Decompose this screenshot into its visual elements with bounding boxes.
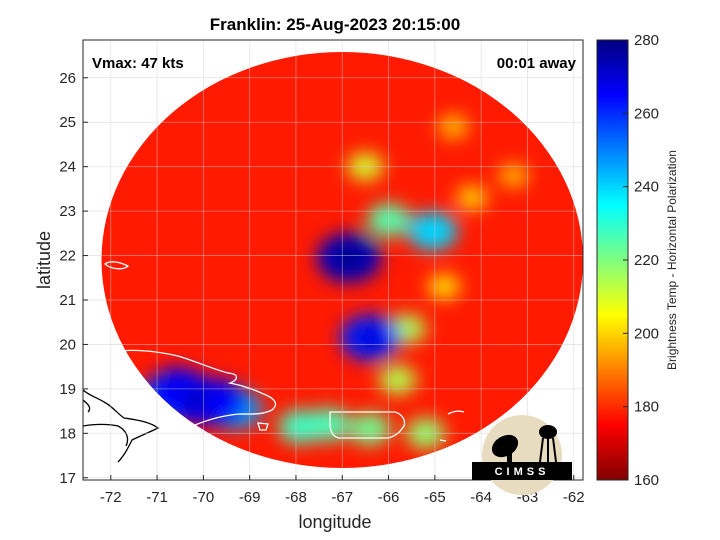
colorbar [597,40,628,480]
feature-point [438,115,469,139]
y-tick-label: 26 [59,70,76,87]
coastlines [83,261,465,463]
y-tick-label: 18 [59,425,76,442]
y-axis-label: latitude [34,231,54,289]
cimss-logo: CIMSS [472,415,572,495]
chart-title: Franklin: 25-Aug-2023 20:15:00 [210,15,460,34]
feature-core [334,245,365,271]
x-tick-label: -71 [146,489,168,506]
y-tick-label: 22 [59,248,76,265]
x-tick-label: -67 [331,489,353,506]
grid [83,40,583,480]
x-tick-label: -65 [424,489,446,506]
y-tick-label: 17 [59,470,76,487]
colorbar-tick-label: 260 [634,105,659,122]
colorbar-label: Brightness Temp - Horizontal Polarizatio… [665,150,679,370]
x-axis-label: longitude [298,512,371,532]
feature-point [407,211,458,251]
y-tick-label: 25 [59,114,76,131]
x-tick-label: -68 [285,489,307,506]
anegada [439,439,447,442]
haiti-southern-peninsula [83,423,129,447]
x-tick-label: -66 [378,489,400,506]
haiti-coast [83,389,160,463]
convection-features [130,115,529,449]
axes-frame [82,39,584,481]
x-tick-labels: -72 -71 -70 -69 -68 -67 -66 -65 -64 -63 -62 [100,475,585,506]
x-tick-label: -62 [563,489,585,506]
mona-island [257,422,269,431]
y-tick-label: 23 [59,203,76,220]
x-tick-label: -70 [193,489,215,506]
y-tick-label: 21 [59,292,76,309]
feature-point [278,409,323,444]
logo-text: CIMSS [495,466,550,478]
logo-tower-legs [539,437,557,463]
virgin-islands [447,410,465,415]
feature-core [182,388,211,412]
feature-point [378,365,417,395]
y-tick-labels: 17 18 19 20 21 22 23 24 25 26 [59,70,88,487]
colorbar-ticks: 160 180 200 220 240 260 280 [623,32,659,489]
feature-core [356,326,384,350]
logo-dish-stand [507,448,512,462]
vmax-annotation: Vmax: 47 kts [92,55,184,72]
feature-point [498,164,529,187]
logo-banner [472,462,572,480]
time-away-annotation: 00:01 away [497,55,577,72]
haiti-northwest [83,399,91,413]
y-tick-label: 19 [59,381,76,398]
x-tick-label: -72 [100,489,122,506]
colorbar-tick-label: 200 [634,325,659,342]
colorbar-tick-label: 180 [634,399,659,416]
logo-tower-tank [539,425,557,439]
x-tick-label: -64 [470,489,492,506]
colorbar-tick-label: 280 [634,32,659,49]
hispaniola-coast [83,349,277,428]
y-tick-label: 20 [59,336,76,353]
colorbar-tick-label: 240 [634,179,659,196]
colorbar-tick-label: 220 [634,252,659,269]
feature-point [349,412,391,445]
feature-point [428,274,461,299]
x-tick-label: -69 [239,489,261,506]
feature-point [456,185,488,210]
colorbar-tick-label: 160 [634,472,659,489]
y-tick-label: 24 [59,159,76,176]
